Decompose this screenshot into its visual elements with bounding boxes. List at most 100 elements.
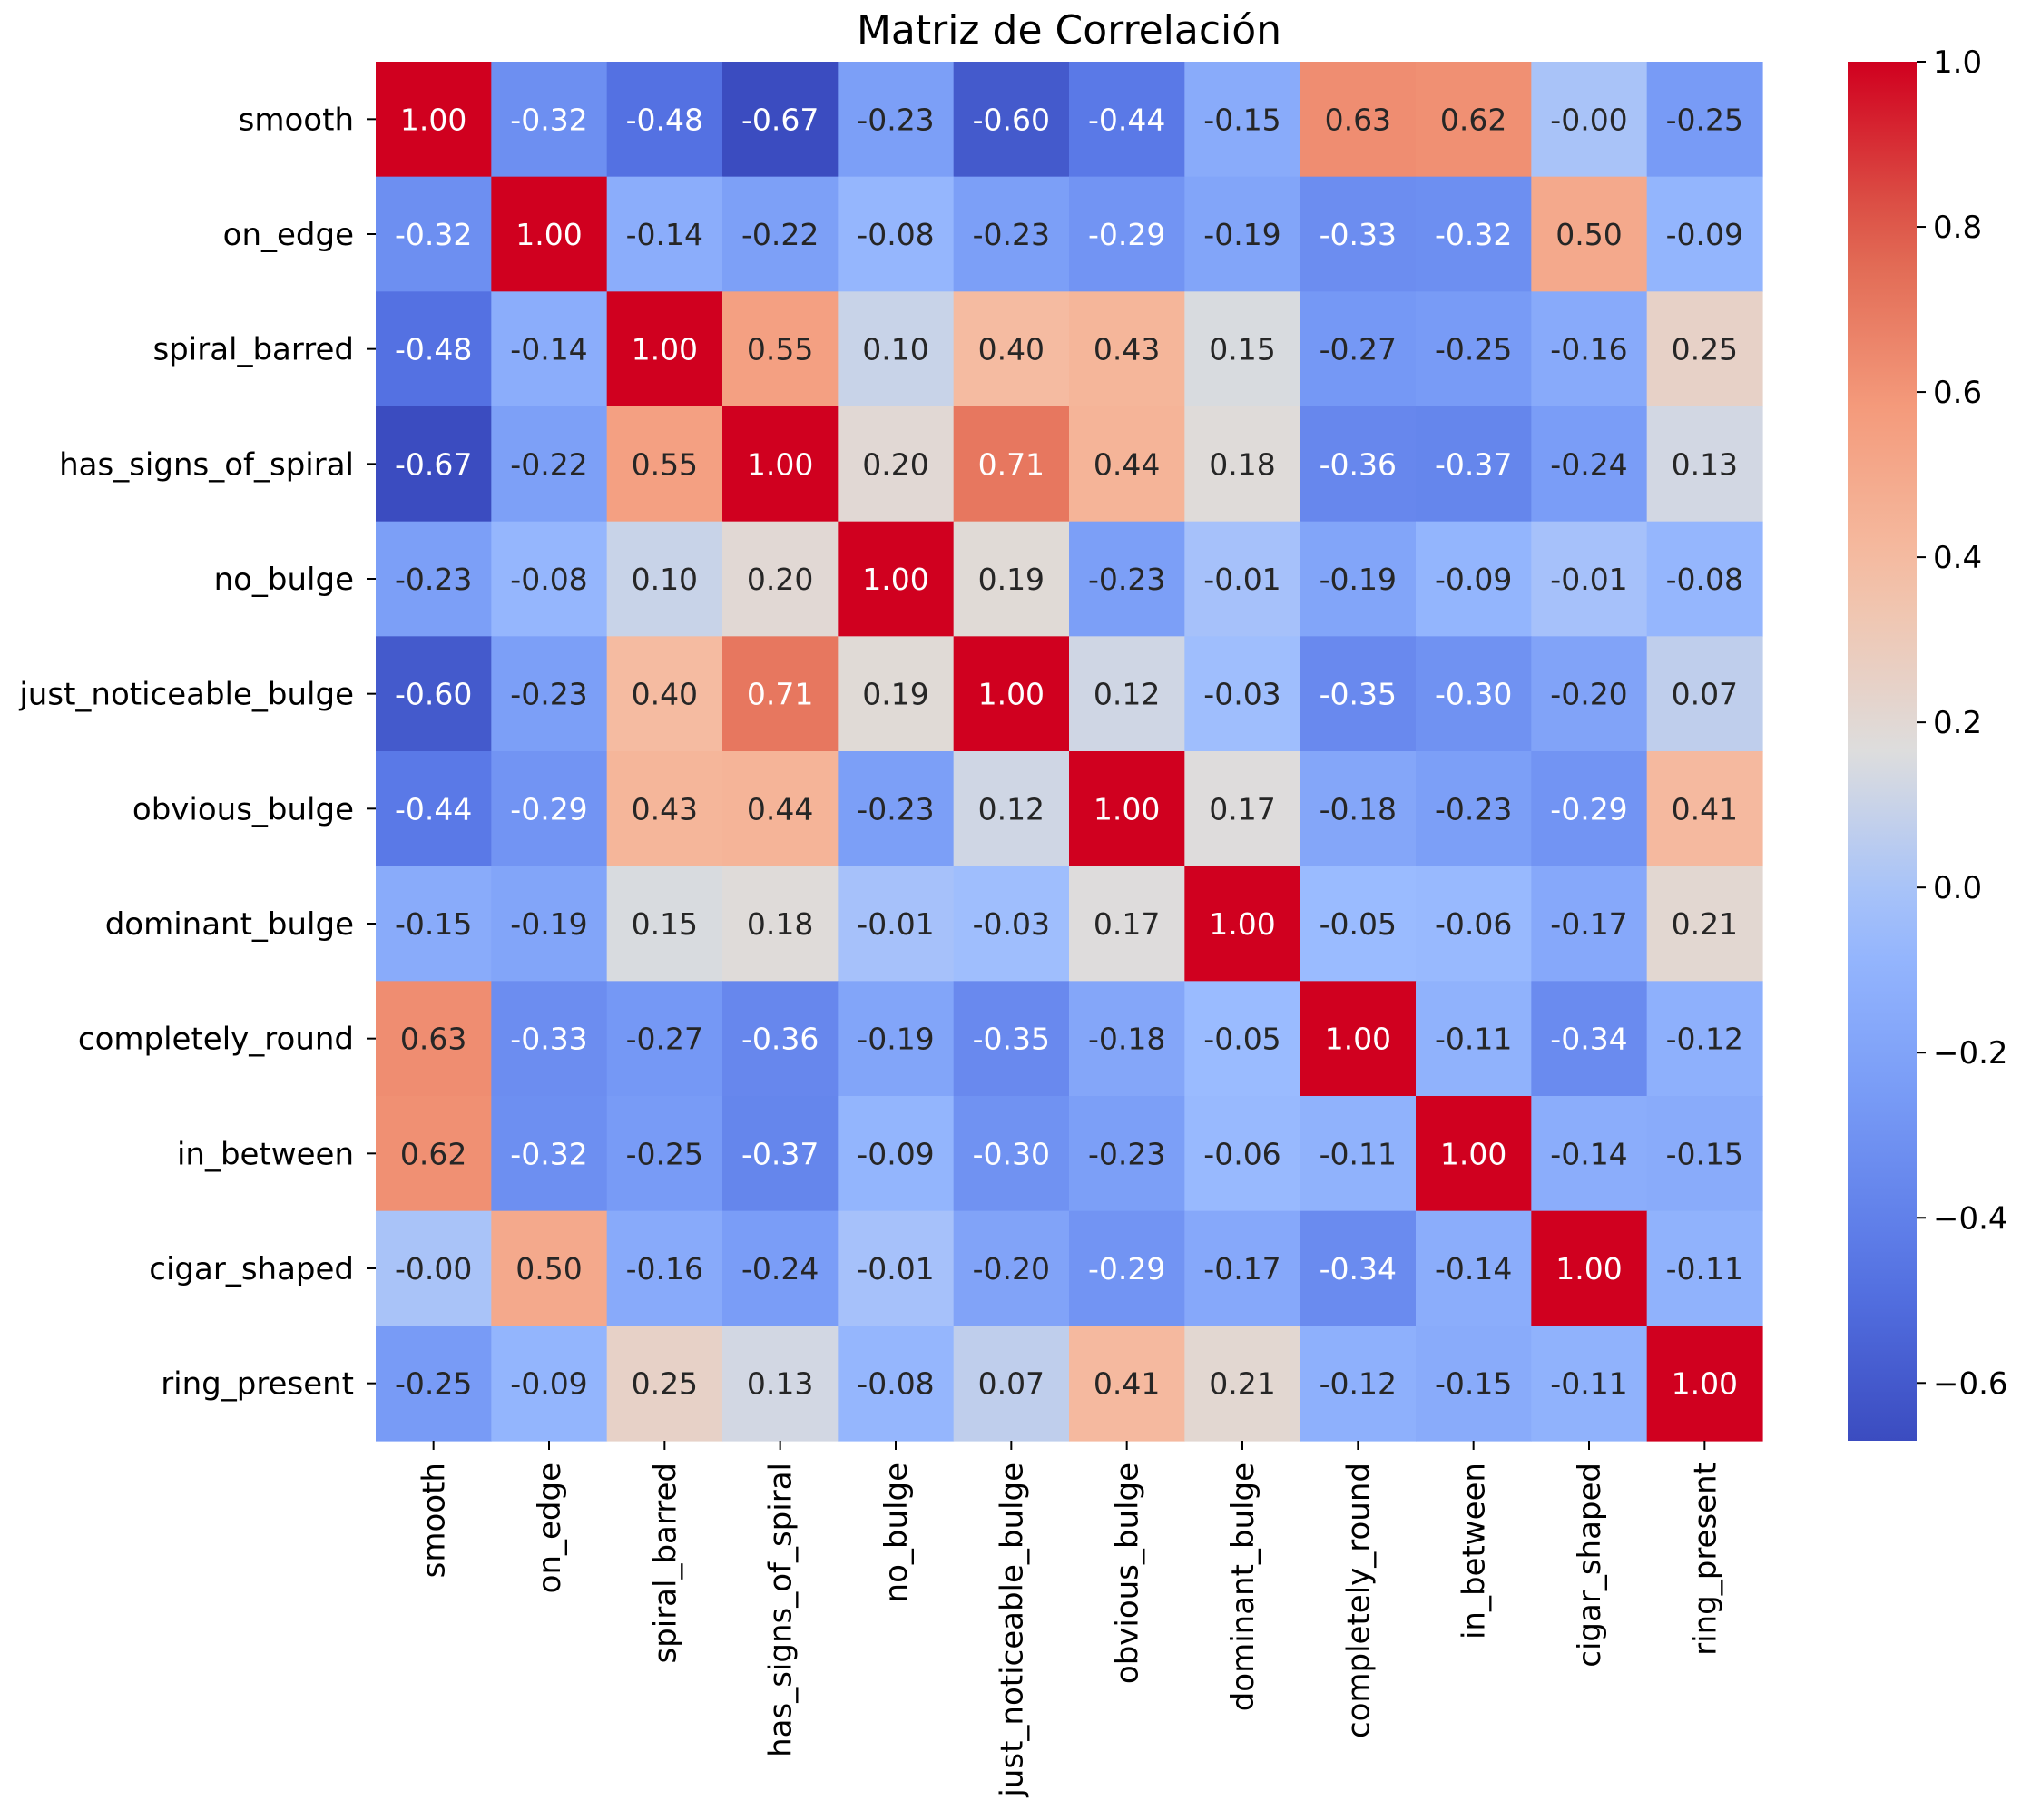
heatmap-cell-has_signs_of_spiral-smooth <box>376 406 492 523</box>
heatmap-cell-on_edge-has_signs_of_spiral <box>722 176 839 292</box>
heatmap-cell-smooth-smooth <box>376 62 492 178</box>
cell-value-label: -0.32 <box>1435 217 1512 252</box>
y-tick-label-spiral_barred: spiral_barred <box>152 332 354 368</box>
cell-value-label: 0.40 <box>632 677 698 712</box>
cell-value-label: 0.62 <box>1440 102 1506 137</box>
colorbar-tick-label: 0.6 <box>1933 375 1982 411</box>
cell-value-label: -0.01 <box>857 1251 934 1287</box>
cell-value-label: -0.29 <box>1550 791 1627 827</box>
heatmap-cell-completely_round-in_between <box>1416 981 1532 1097</box>
heatmap-cell-obvious_bulge-just_noticeable_bulge <box>953 751 1070 867</box>
chart-title: Matriz de Correlación <box>857 7 1281 54</box>
cell-value-label: -0.27 <box>626 1022 703 1057</box>
heatmap-cell-has_signs_of_spiral-has_signs_of_spiral <box>722 406 839 523</box>
cell-value-label: -0.25 <box>626 1136 703 1171</box>
heatmap-cell-has_signs_of_spiral-just_noticeable_bulge <box>953 406 1070 523</box>
heatmap-cell-just_noticeable_bulge-spiral_barred <box>606 636 723 752</box>
heatmap-cell-no_bulge-has_signs_of_spiral <box>722 521 839 637</box>
cell-value-label: -0.16 <box>626 1251 703 1287</box>
heatmap-cell-completely_round-cigar_shaped <box>1531 981 1648 1097</box>
y-tick-label-ring_present: ring_present <box>161 1366 354 1403</box>
heatmap-cell-smooth-spiral_barred <box>606 62 723 178</box>
heatmap-cell-ring_present-in_between <box>1416 1326 1532 1442</box>
colorbar-tick-label: −0.6 <box>1933 1365 2008 1402</box>
cell-value-label: 0.18 <box>1209 446 1275 482</box>
heatmap-cell-just_noticeable_bulge-in_between <box>1416 636 1532 752</box>
heatmap-cell-no_bulge-smooth <box>376 521 492 637</box>
heatmap-cell-on_edge-ring_present <box>1646 176 1763 292</box>
heatmap-cell-no_bulge-on_edge <box>491 521 608 637</box>
heatmap-cell-completely_round-spiral_barred <box>606 981 723 1097</box>
y-tick-label-no_bulge: no_bulge <box>214 562 354 598</box>
heatmap-cell-no_bulge-just_noticeable_bulge <box>953 521 1070 637</box>
heatmap-cell-no_bulge-completely_round <box>1300 521 1417 637</box>
heatmap-cell-obvious_bulge-no_bulge <box>838 751 955 867</box>
heatmap-cell-just_noticeable_bulge-ring_present <box>1646 636 1763 752</box>
cell-value-label: -0.00 <box>395 1251 472 1287</box>
heatmap-cell-ring_present-spiral_barred <box>606 1326 723 1442</box>
heatmap-cell-cigar_shaped-in_between <box>1416 1210 1532 1326</box>
heatmap-cell-cigar_shaped-just_noticeable_bulge <box>953 1210 1070 1326</box>
cell-value-label: -0.37 <box>741 1136 819 1171</box>
heatmap-cell-obvious_bulge-smooth <box>376 751 492 867</box>
heatmap-cell-cigar_shaped-dominant_bulge <box>1184 1210 1301 1326</box>
heatmap-cell-has_signs_of_spiral-ring_present <box>1646 406 1763 523</box>
cell-value-label: -0.23 <box>857 791 934 827</box>
cell-value-label: -0.67 <box>395 446 472 482</box>
heatmap-cell-smooth-just_noticeable_bulge <box>953 62 1070 178</box>
cell-value-label: 1.00 <box>978 677 1045 712</box>
cell-value-label: -0.15 <box>1666 1136 1743 1171</box>
heatmap-cell-smooth-in_between <box>1416 62 1532 178</box>
cell-value-label: 0.41 <box>1672 791 1738 827</box>
cell-value-label: 0.12 <box>978 791 1045 827</box>
x-tick-label-just_noticeable_bulge: just_noticeable_bulge <box>994 1463 1030 1798</box>
cell-value-label: -0.11 <box>1320 1136 1397 1171</box>
y-axis-tick-labels: smooth on_edge spiral_barred has_signs_of_s… <box>18 102 376 1403</box>
heatmap-cell-ring_present-cigar_shaped <box>1531 1326 1648 1442</box>
cell-value-label: -0.09 <box>1666 217 1743 252</box>
heatmap-cell-smooth-cigar_shaped <box>1531 62 1648 178</box>
colorbar-tick-label: 0.2 <box>1933 705 1982 741</box>
cell-value-label: -0.25 <box>1435 332 1512 367</box>
cell-value-label: -0.20 <box>1550 677 1627 712</box>
heatmap-cell-completely_round-completely_round <box>1300 981 1417 1097</box>
heatmap-cell-in_between-ring_present <box>1646 1096 1763 1212</box>
heatmap-cell-has_signs_of_spiral-cigar_shaped <box>1531 406 1648 523</box>
y-tick-label-dominant_bulge: dominant_bulge <box>105 906 354 943</box>
heatmap-cell-on_edge-cigar_shaped <box>1531 176 1648 292</box>
cell-value-label: -0.30 <box>973 1136 1050 1171</box>
cell-value-label: 0.17 <box>1209 791 1275 827</box>
heatmap-cell-completely_round-obvious_bulge <box>1069 981 1185 1097</box>
heatmap-cell-has_signs_of_spiral-no_bulge <box>838 406 955 523</box>
cell-value-label: 0.25 <box>1672 332 1738 367</box>
cell-value-label: 0.17 <box>1094 906 1160 942</box>
cell-value-label: -0.36 <box>741 1022 819 1057</box>
heatmap-cell-just_noticeable_bulge-on_edge <box>491 636 608 752</box>
heatmap-cell-in_between-dominant_bulge <box>1184 1096 1301 1212</box>
cell-value-label: -0.14 <box>1550 1136 1627 1171</box>
heatmap-cell-dominant_bulge-obvious_bulge <box>1069 866 1185 982</box>
heatmap-cell-obvious_bulge-in_between <box>1416 751 1532 867</box>
x-tick-label-obvious_bulge: obvious_bulge <box>1110 1463 1146 1684</box>
heatmap-cell-spiral_barred-completely_round <box>1300 291 1417 407</box>
cell-value-label: -0.23 <box>1088 1136 1165 1171</box>
heatmap-cell-spiral_barred-spiral_barred <box>606 291 723 407</box>
cell-value-label: -0.09 <box>857 1136 934 1171</box>
colorbar-tick-label: −0.2 <box>1933 1035 2008 1071</box>
cell-value-label: -0.29 <box>1088 217 1165 252</box>
x-tick-label-in_between: in_between <box>1457 1463 1493 1639</box>
cell-value-label: -0.15 <box>1435 1366 1512 1402</box>
cell-value-label: -0.15 <box>1203 102 1280 137</box>
y-tick-label-smooth: smooth <box>239 102 354 138</box>
heatmap-cell-just_noticeable_bulge-cigar_shaped <box>1531 636 1648 752</box>
x-tick-label-ring_present: ring_present <box>1687 1463 1723 1656</box>
cell-value-label: -0.05 <box>1203 1022 1280 1057</box>
cell-value-label: -0.23 <box>1435 791 1512 827</box>
cell-value-label: -0.19 <box>510 906 587 942</box>
heatmap-cell-cigar_shaped-obvious_bulge <box>1069 1210 1185 1326</box>
x-tick-label-dominant_bulge: dominant_bulge <box>1225 1463 1261 1711</box>
cell-value-label: -0.32 <box>395 217 472 252</box>
cell-value-label: -0.48 <box>395 332 472 367</box>
heatmap-cell-spiral_barred-no_bulge <box>838 291 955 407</box>
